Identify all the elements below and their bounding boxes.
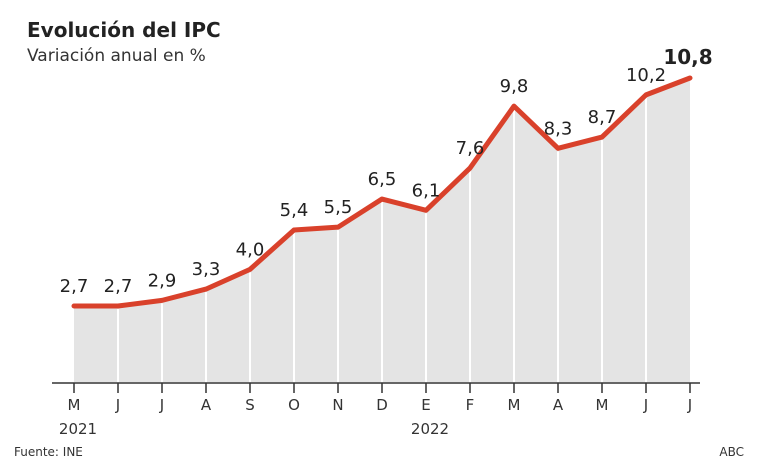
x-tick-label: J — [115, 396, 120, 414]
data-label: 10,2 — [626, 65, 666, 86]
data-label: 5,5 — [324, 197, 353, 218]
source-note: Fuente: INE — [14, 445, 83, 459]
x-tick-label: N — [332, 396, 343, 414]
year-label: 2021 — [59, 420, 97, 438]
x-tick-label: A — [553, 396, 564, 414]
x-tick-label: E — [421, 396, 430, 414]
x-tick-label: J — [687, 396, 692, 414]
data-label: 4,0 — [236, 239, 265, 260]
data-label: 2,9 — [148, 270, 177, 291]
data-label: 8,3 — [544, 118, 573, 139]
x-tick-label: J — [643, 396, 648, 414]
x-tick-label: M — [68, 396, 81, 414]
x-tick-label: O — [288, 396, 300, 414]
data-label: 9,8 — [500, 76, 529, 97]
x-tick-label: S — [245, 396, 255, 414]
data-label: 6,5 — [368, 169, 397, 190]
data-label: 3,3 — [192, 259, 221, 280]
x-tick-label: M — [508, 396, 521, 414]
data-label: 5,4 — [280, 200, 309, 221]
chart-title: Evolución del IPC — [27, 18, 221, 42]
year-label: 2022 — [411, 420, 449, 438]
credit-note: ABC — [719, 445, 744, 459]
data-label: 6,1 — [412, 180, 441, 201]
x-tick-label: D — [376, 396, 388, 414]
data-label: 7,6 — [456, 138, 485, 159]
data-label: 10,8 — [663, 45, 712, 69]
x-tick-label: M — [596, 396, 609, 414]
series-line — [71, 75, 693, 309]
data-label: 2,7 — [104, 276, 133, 297]
x-tick-label: A — [201, 396, 212, 414]
data-label: 2,7 — [60, 276, 89, 297]
chart-subtitle: Variación anual en % — [27, 46, 206, 66]
x-tick-label: F — [466, 396, 475, 414]
data-label: 8,7 — [588, 107, 617, 128]
x-tick-label: J — [159, 396, 164, 414]
